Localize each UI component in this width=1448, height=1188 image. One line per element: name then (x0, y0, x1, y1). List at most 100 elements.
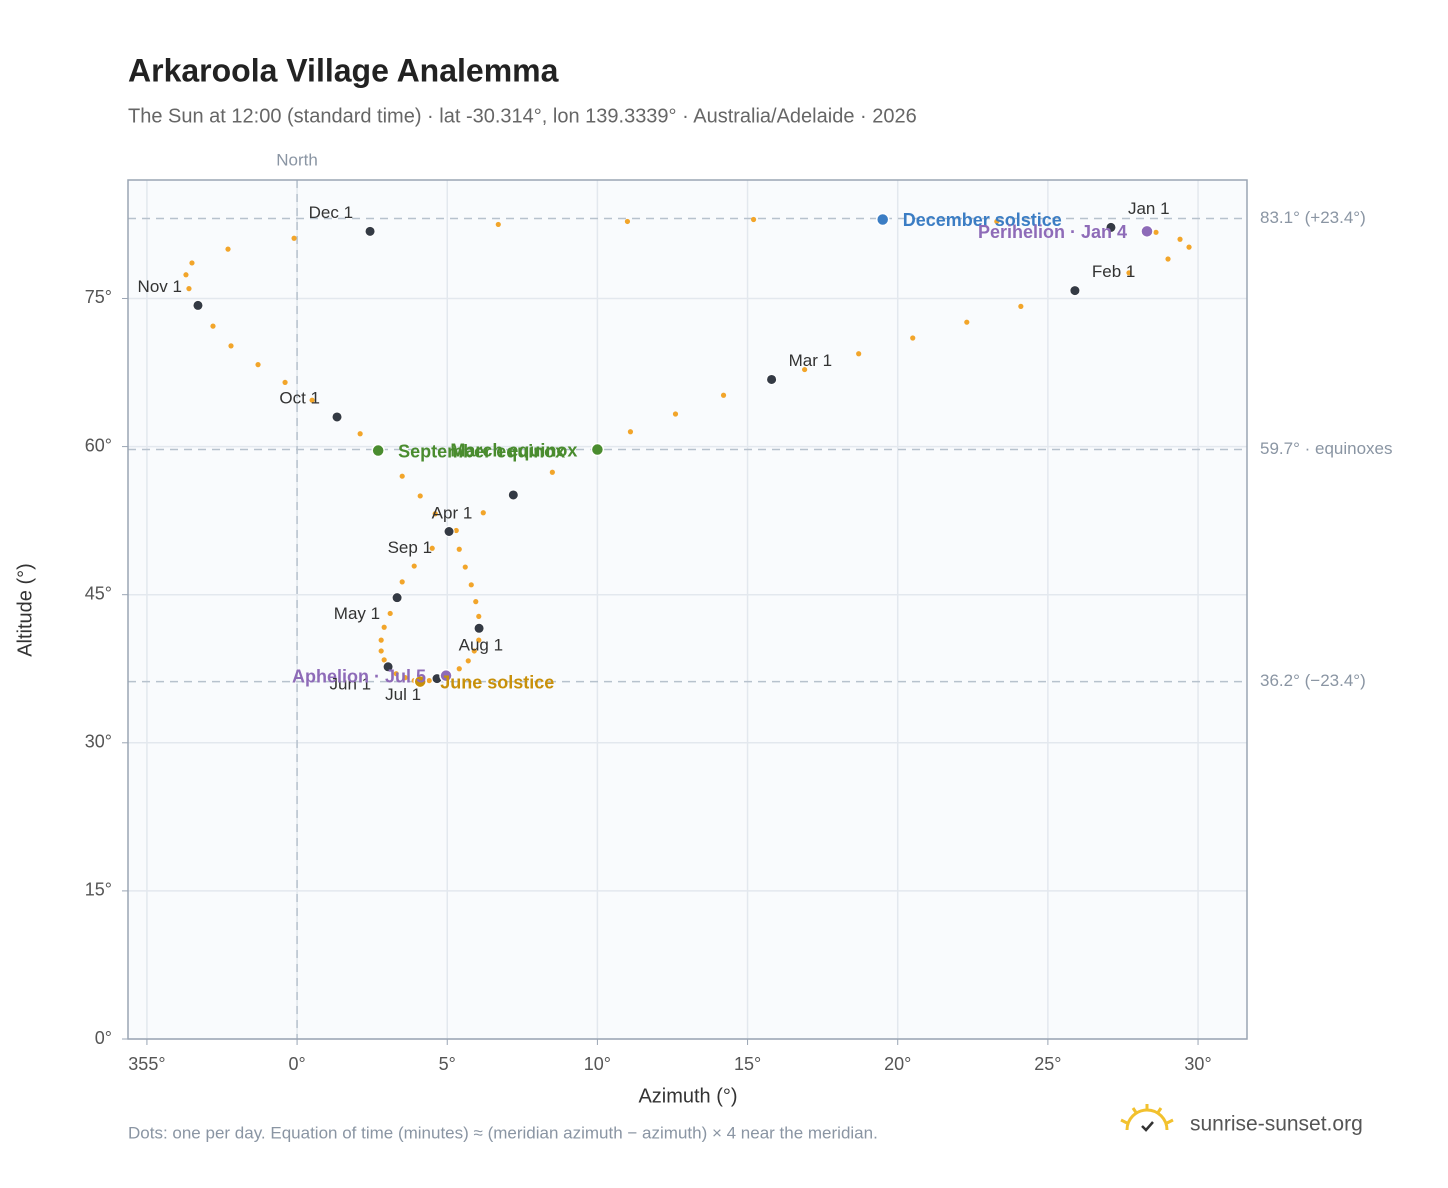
day-dot (378, 637, 384, 643)
day-dot (964, 319, 970, 325)
chart-subtitle: The Sun at 12:00 (standard time) · lat -… (128, 105, 917, 127)
day-dot (186, 286, 192, 292)
x-tick-label: 5° (439, 1054, 456, 1074)
month-marker (331, 411, 343, 423)
month-marker (364, 225, 376, 237)
day-dot (672, 411, 679, 417)
day-dot (387, 610, 393, 617)
day-dot (381, 657, 387, 663)
y-tick-label: 45° (85, 583, 112, 603)
day-dot (627, 429, 634, 435)
day-dot (1018, 303, 1024, 309)
day-dot (402, 675, 408, 681)
day-dot (910, 335, 916, 341)
y-tick-label: 60° (85, 435, 112, 455)
x-axis-title: Azimuth (°) (638, 1085, 737, 1107)
day-dot (495, 221, 501, 228)
month-label: Jul 1 (385, 685, 421, 704)
x-tick-label: 30° (1184, 1054, 1211, 1074)
brand-logo (1120, 1104, 1174, 1132)
day-dot (462, 564, 468, 570)
event-marker (371, 443, 385, 458)
month-label: Nov 1 (138, 277, 182, 296)
reference-label: 59.7° · equinoxes (1260, 439, 1393, 458)
event-label: September equinox (398, 441, 565, 461)
month-label: Dec 1 (309, 203, 353, 222)
day-dot (1186, 244, 1192, 250)
day-dot (476, 613, 482, 620)
day-dot (225, 246, 231, 252)
x-tick-label: 0° (288, 1054, 305, 1074)
day-dot (282, 379, 288, 386)
day-dot (432, 511, 438, 517)
x-tick-label: 25° (1034, 1054, 1061, 1074)
day-dot (468, 582, 474, 588)
y-tick-label: 15° (85, 880, 112, 900)
day-dot (381, 624, 387, 630)
month-marker (192, 299, 204, 311)
day-dot (228, 343, 234, 349)
day-dot (471, 648, 477, 654)
event-label: Aphelion · Jul 5 (292, 666, 426, 686)
y-tick-label: 30° (85, 732, 112, 752)
day-dot (456, 666, 462, 672)
day-dot (456, 546, 462, 552)
day-dot (1165, 256, 1171, 262)
event-label: June solstice (440, 672, 554, 692)
y-tick-label: 0° (95, 1028, 112, 1048)
month-label: Jun 1 (329, 674, 371, 693)
day-dot (473, 599, 479, 605)
day-dot (411, 563, 417, 569)
day-dot (624, 218, 631, 225)
brand-name: sunrise-sunset.org (1190, 1113, 1363, 1136)
plot-area (128, 180, 1247, 1039)
event-marker (413, 674, 427, 689)
day-dot (549, 469, 555, 475)
day-dot (802, 366, 808, 373)
day-dot (476, 637, 482, 643)
month-marker (766, 373, 778, 385)
day-dot (357, 431, 363, 437)
month-label: May 1 (334, 604, 380, 623)
x-tick-label: 15° (734, 1054, 761, 1074)
day-dot (189, 260, 195, 266)
day-dot (453, 527, 459, 534)
month-label: Feb 1 (1092, 262, 1135, 281)
reference-label: 83.1° (+23.4°) (1260, 208, 1366, 227)
plot-frame (127, 179, 1248, 1040)
day-dot (1153, 229, 1159, 235)
month-marker (443, 525, 455, 537)
day-dot (399, 579, 405, 585)
north-label: North (276, 150, 318, 169)
event-label: March equinox (450, 440, 577, 460)
x-tick-label: 355° (128, 1054, 165, 1074)
event-marker (875, 212, 890, 227)
y-axis-title: Altitude (°) (14, 563, 36, 657)
event-marker (590, 442, 605, 457)
marks (183, 212, 1192, 689)
day-dot (426, 677, 432, 684)
month-label: Sep 1 (388, 538, 432, 557)
day-dot (309, 397, 315, 403)
grid (128, 180, 1247, 1040)
month-marker (382, 661, 394, 673)
event-label: December solstice (903, 210, 1062, 230)
day-dot (994, 218, 1000, 225)
day-dot (1126, 270, 1132, 276)
event-marker (1140, 224, 1154, 239)
month-label: Mar 1 (789, 351, 832, 370)
day-dot (750, 216, 757, 223)
month-marker (473, 622, 485, 634)
day-dot (720, 392, 727, 398)
month-marker (507, 489, 519, 501)
x-tick-label: 20° (884, 1054, 911, 1074)
day-dot (183, 272, 189, 278)
month-marker (1069, 285, 1081, 297)
month-label: Oct 1 (279, 388, 320, 407)
event-marker (439, 668, 453, 683)
day-dot (465, 658, 471, 664)
day-dot (417, 493, 423, 499)
reference-label: 36.2° (−23.4°) (1260, 671, 1366, 690)
y-tick-label: 75° (85, 287, 112, 307)
event-label: Perihelion · Jan 4 (978, 222, 1127, 242)
